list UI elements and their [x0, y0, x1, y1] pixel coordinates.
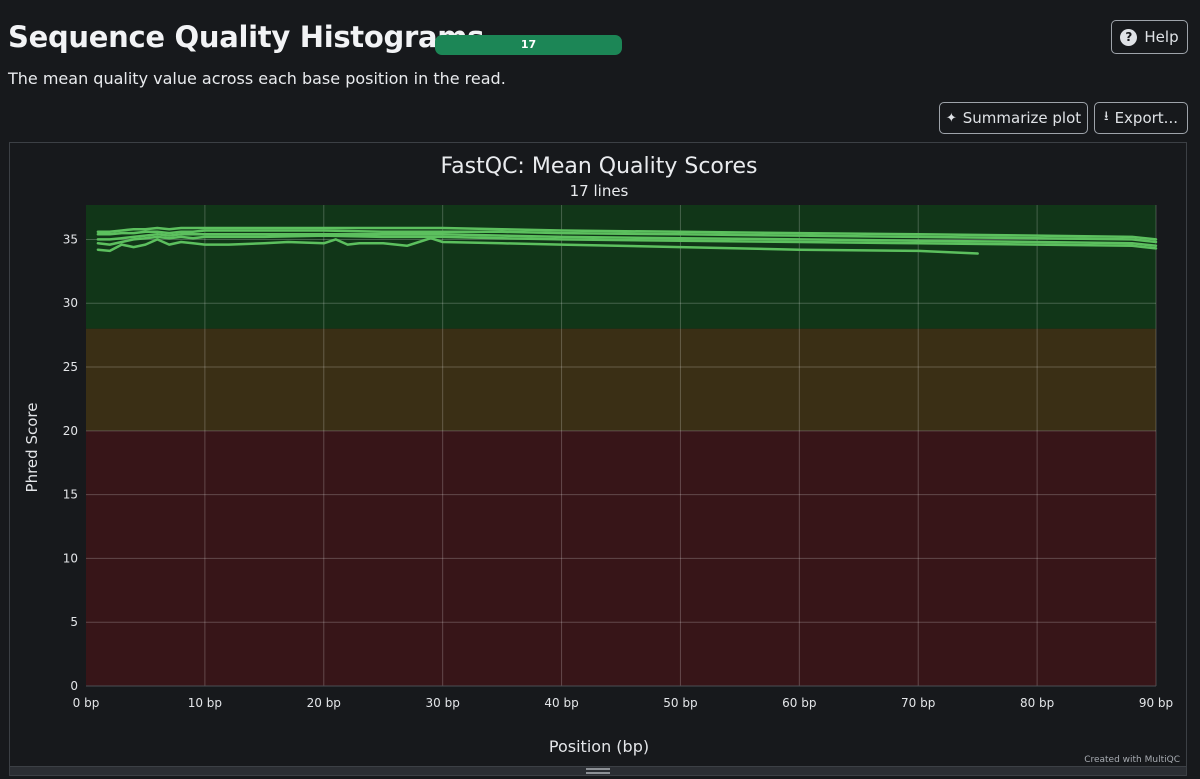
y-tick-label: 20 — [63, 424, 78, 438]
multiqc-credit: Created with MultiQC — [1084, 755, 1180, 765]
y-tick-label: 5 — [70, 615, 78, 629]
zone-good — [86, 205, 1156, 329]
x-tick-label: 30 bp — [426, 696, 460, 710]
help-button[interactable]: ? Help — [1111, 20, 1188, 54]
question-circle-icon: ? — [1120, 28, 1138, 46]
summarize-plot-button[interactable]: ✦ Summarize plot — [939, 102, 1088, 134]
x-tick-label: 10 bp — [188, 696, 222, 710]
x-tick-label: 70 bp — [901, 696, 935, 710]
series-line-5 — [96, 236, 979, 255]
download-icon: ⭳ — [1104, 109, 1109, 124]
section-description: The mean quality value across each base … — [8, 69, 506, 88]
y-tick-label: 0 — [70, 679, 78, 693]
sample-count-badge: 17 — [435, 35, 622, 55]
series-line-2 — [96, 229, 1158, 244]
zone-fail — [86, 430, 1156, 686]
x-tick-label: 60 bp — [782, 696, 816, 710]
y-tick-label: 15 — [63, 488, 78, 502]
y-axis-title: Phred Score — [23, 403, 41, 493]
x-tick-label: 20 bp — [307, 696, 341, 710]
sparkle-icon: ✦ — [945, 110, 957, 126]
x-tick-label: 90 bp — [1139, 696, 1173, 710]
zone-warn — [86, 328, 1156, 431]
summarize-label: Summarize plot — [962, 109, 1082, 127]
x-tick-label: 0 bp — [73, 696, 100, 710]
series-line-4 — [96, 234, 1158, 250]
help-label: Help — [1144, 28, 1179, 46]
series-line-1 — [96, 226, 1158, 241]
page-title: Sequence Quality Histograms — [8, 20, 485, 54]
plot-panel[interactable]: 0 bp 10 bp 20 bp 30 bp 40 bp 50 bp 60 bp 70 bp 8… — [9, 142, 1187, 766]
resize-grip-icon — [586, 768, 610, 774]
x-tick-label: 50 bp — [663, 696, 697, 710]
y-tick-label: 25 — [63, 360, 78, 374]
x-axis-title: Position (bp) — [549, 737, 649, 756]
x-tick-label: 80 bp — [1020, 696, 1054, 710]
y-tick-label: 30 — [63, 296, 78, 310]
chart-subtitle: 17 lines — [570, 182, 629, 200]
series-line-3 — [96, 233, 1158, 248]
chart-title: FastQC: Mean Quality Scores — [441, 154, 758, 179]
export-button[interactable]: ⭳ Export... — [1094, 102, 1188, 134]
y-tick-label: 10 — [63, 551, 78, 565]
export-label: Export... — [1114, 109, 1178, 127]
plot-resize-handle[interactable] — [9, 766, 1187, 776]
x-tick-label: 40 bp — [544, 696, 578, 710]
y-tick-label: 35 — [63, 232, 78, 246]
mean-quality-chart[interactable]: 0 bp 10 bp 20 bp 30 bp 40 bp 50 bp 60 bp 70 bp 8… — [10, 143, 1186, 767]
